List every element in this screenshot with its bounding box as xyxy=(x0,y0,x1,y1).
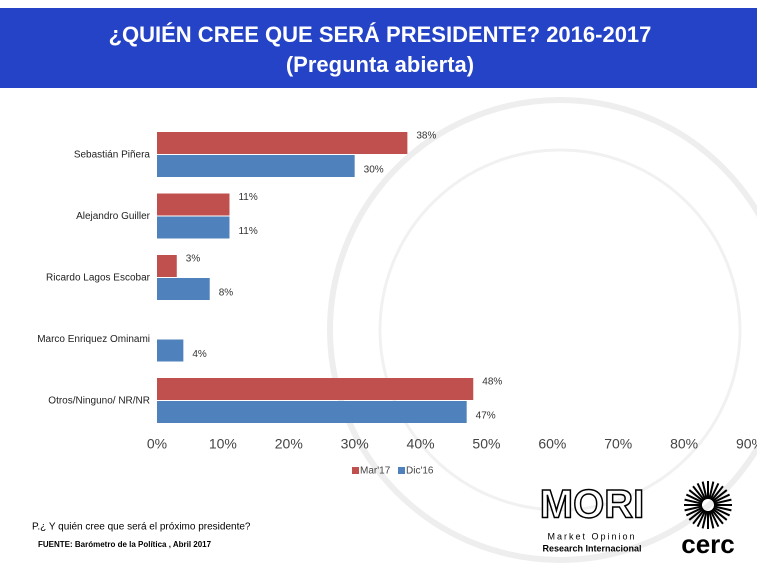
source: FUENTE: Barómetro de la Política , Abril… xyxy=(38,540,212,549)
x-tick-label: 90% xyxy=(736,436,757,452)
chart-subtitle: (Pregunta abierta) xyxy=(286,52,474,77)
y-tick-label: Alejandro Guiller xyxy=(76,211,151,222)
data-label: 38% xyxy=(416,131,436,142)
mori-tagline: Market Opinion xyxy=(547,531,636,541)
bar xyxy=(157,132,407,154)
legend-swatch xyxy=(352,467,359,474)
bar xyxy=(157,217,229,239)
data-label: 3% xyxy=(186,254,201,265)
legend-swatch xyxy=(398,467,405,474)
cerc-logo: cerc xyxy=(681,529,735,559)
chart-title: ¿QUIÉN CREE QUE SERÁ PRESIDENTE? 2016-20… xyxy=(109,22,652,47)
mori-tagline: Research Internacional xyxy=(542,543,641,553)
x-tick-label: 60% xyxy=(538,436,566,452)
bar xyxy=(157,155,355,177)
y-tick-label: Ricardo Lagos Escobar xyxy=(46,273,151,284)
mori-logo: MORI xyxy=(540,483,644,527)
bar xyxy=(157,340,183,362)
data-label: 48% xyxy=(482,377,502,388)
data-label: 4% xyxy=(192,349,207,360)
bar xyxy=(157,278,210,300)
bar xyxy=(157,378,473,400)
footnote: P.¿ Y quién cree que será el próximo pre… xyxy=(32,522,251,533)
x-tick-label: 80% xyxy=(670,436,698,452)
data-label: 47% xyxy=(476,411,496,422)
data-label: 11% xyxy=(238,192,257,203)
y-tick-label: Otros/Ninguno/ NR/NR xyxy=(48,396,150,407)
x-tick-label: 40% xyxy=(407,436,435,452)
y-tick-label: Sebastián Piñera xyxy=(74,150,151,161)
bar xyxy=(157,401,467,423)
data-label: 30% xyxy=(364,165,384,176)
x-tick-label: 70% xyxy=(604,436,632,452)
bar xyxy=(157,194,229,216)
legend-label: Dic'16 xyxy=(406,466,434,477)
chart: ¿QUIÉN CREE QUE SERÁ PRESIDENTE? 2016-20… xyxy=(0,0,757,569)
x-tick-label: 0% xyxy=(147,436,167,452)
data-label: 8% xyxy=(219,288,234,299)
x-tick-label: 50% xyxy=(472,436,500,452)
data-label: 11% xyxy=(238,226,257,237)
bar xyxy=(157,255,177,277)
x-tick-label: 30% xyxy=(341,436,369,452)
x-tick-label: 20% xyxy=(275,436,303,452)
y-tick-label: Marco Enriquez Ominami xyxy=(37,334,150,345)
x-tick-label: 10% xyxy=(209,436,237,452)
legend-label: Mar'17 xyxy=(360,466,391,477)
